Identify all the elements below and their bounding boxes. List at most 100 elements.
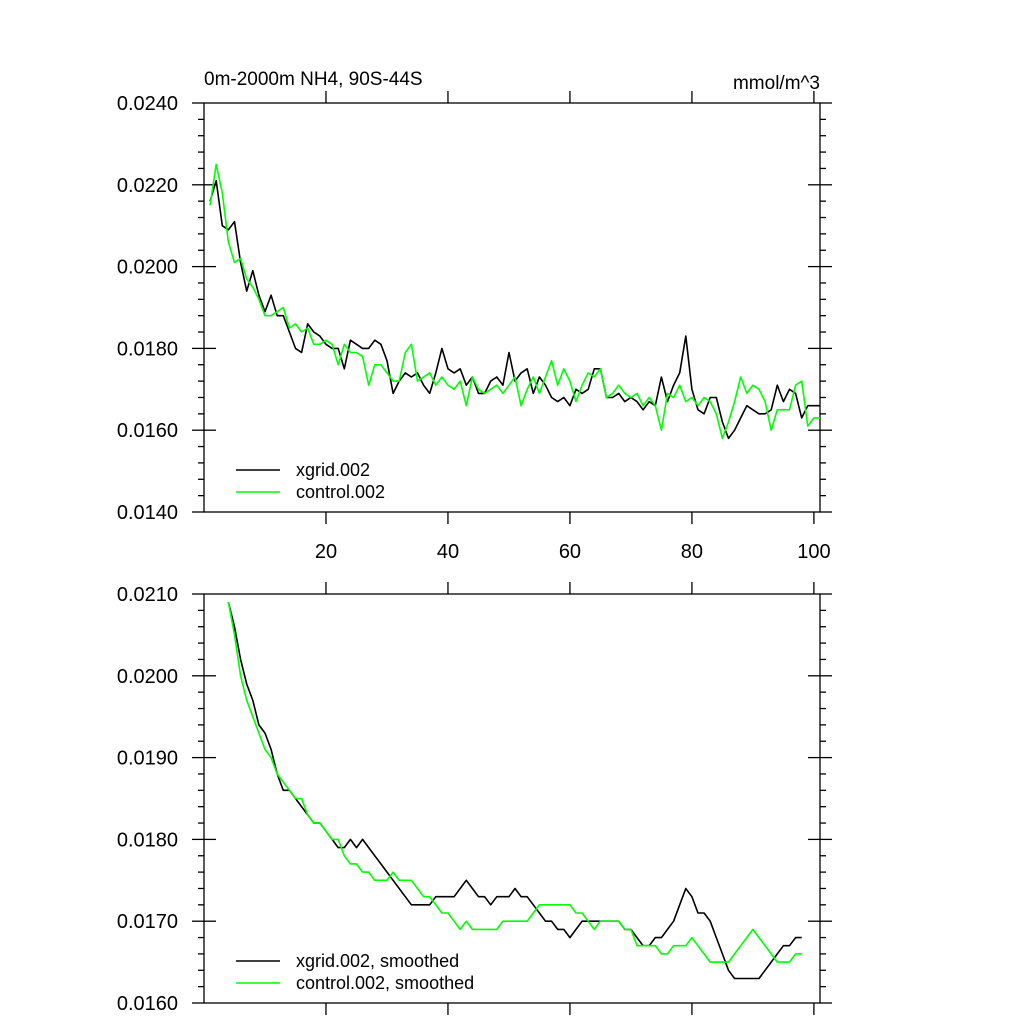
data-point [271, 315, 272, 316]
data-point [771, 409, 772, 410]
data-point [722, 421, 723, 422]
plot-frame [203, 593, 821, 1004]
data-point [710, 921, 711, 922]
series-2 [227, 602, 802, 963]
data-point [435, 896, 436, 897]
data-point [533, 912, 534, 913]
data-point [478, 929, 479, 930]
data-point [716, 937, 717, 938]
data-point [545, 376, 546, 377]
data-point [307, 327, 308, 328]
data-point [350, 352, 351, 353]
data-point [441, 896, 442, 897]
data-point [460, 368, 461, 369]
data-point [417, 888, 418, 889]
data-point [374, 340, 375, 341]
series-line [209, 163, 820, 440]
data-point [588, 921, 589, 922]
data-point [655, 945, 656, 946]
x-tick-label: 80 [681, 541, 703, 563]
data-point [661, 430, 662, 431]
data-point [697, 409, 698, 410]
data-point [344, 855, 345, 856]
data-point [368, 872, 369, 873]
data-point [728, 421, 729, 422]
data-point [222, 225, 223, 226]
data-point [295, 348, 296, 349]
plot-frame [203, 102, 821, 513]
data-point [594, 929, 595, 930]
data-point [673, 385, 674, 386]
data-point [301, 352, 302, 353]
data-point [771, 430, 772, 431]
data-point [636, 945, 637, 946]
data-point [283, 307, 284, 308]
data-point [399, 880, 400, 881]
data-point [447, 368, 448, 369]
chart-panel-2: 0.0160 0.0170 0.0180 0.0190 0.0200 0.0210 xgri… [117, 582, 832, 1015]
data-point [374, 880, 375, 881]
data-point [624, 401, 625, 402]
data-point [643, 409, 644, 410]
data-point [563, 929, 564, 930]
data-point [691, 896, 692, 897]
data-point [216, 180, 217, 181]
data-point [746, 937, 747, 938]
data-point [801, 937, 802, 938]
data-point [423, 376, 424, 377]
data-point [582, 912, 583, 913]
data-point [295, 323, 296, 324]
data-point [551, 921, 552, 922]
data-point [606, 397, 607, 398]
data-point [734, 953, 735, 954]
data-point [533, 376, 534, 377]
data-point [356, 863, 357, 864]
data-point [679, 372, 680, 373]
data-point [575, 401, 576, 402]
series-line [227, 602, 802, 963]
data-point [417, 381, 418, 382]
data-point [783, 409, 784, 410]
data-point [551, 397, 552, 398]
data-point [216, 164, 217, 165]
data-point [521, 372, 522, 373]
data-point [301, 806, 302, 807]
data-point [557, 929, 558, 930]
data-point [563, 904, 564, 905]
data-point [545, 904, 546, 905]
data-point [551, 904, 552, 905]
data-point [240, 675, 241, 676]
data-point [325, 340, 326, 341]
data-point [667, 929, 668, 930]
data-point [612, 393, 613, 394]
data-point [429, 393, 430, 394]
data-point [313, 822, 314, 823]
data-point [368, 385, 369, 386]
data-point [289, 790, 290, 791]
data-point [301, 331, 302, 332]
data-point [374, 855, 375, 856]
data-point [539, 912, 540, 913]
x-tick-label: 60 [559, 541, 581, 563]
data-point [801, 953, 802, 954]
data-point [673, 921, 674, 922]
data-point [673, 945, 674, 946]
data-point [258, 295, 259, 296]
data-point [789, 389, 790, 390]
data-point [765, 945, 766, 946]
data-point [417, 904, 418, 905]
data-point [393, 880, 394, 881]
y-tick-label: 0.0200 [117, 666, 178, 688]
data-point [746, 978, 747, 979]
data-point [685, 945, 686, 946]
data-point [643, 405, 644, 406]
data-point [386, 880, 387, 881]
data-point [685, 336, 686, 337]
data-point [618, 385, 619, 386]
data-point [386, 372, 387, 373]
data-point [307, 814, 308, 815]
data-point [234, 262, 235, 263]
data-point [362, 348, 363, 349]
data-point [758, 937, 759, 938]
data-point [569, 381, 570, 382]
